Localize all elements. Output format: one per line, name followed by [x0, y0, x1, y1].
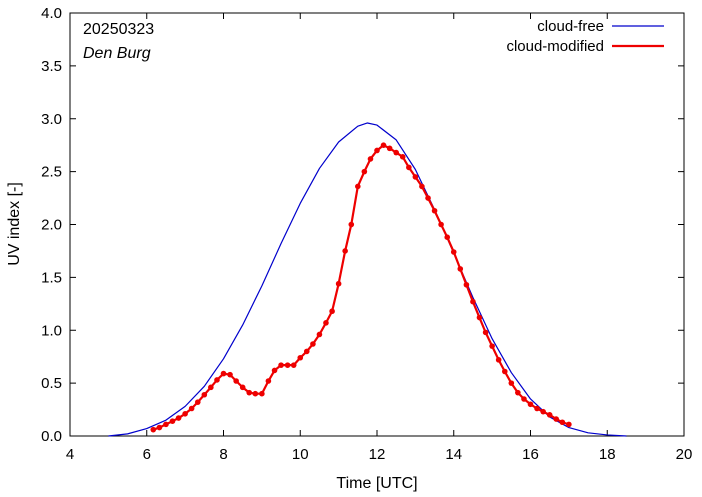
data-point-cloud-modified: [342, 248, 348, 254]
x-tick-label: 12: [369, 446, 386, 463]
data-point-cloud-modified: [476, 314, 483, 321]
y-axis-title: UV index [-]: [6, 182, 23, 266]
data-point-cloud-modified: [220, 370, 227, 377]
data-point-cloud-modified: [175, 415, 182, 421]
y-tick-label: 3.5: [41, 58, 62, 75]
data-point-cloud-modified: [374, 147, 380, 154]
data-point-cloud-modified: [444, 234, 451, 240]
x-axis-ticks: 4 6 8 10 12 14 16 18 20: [66, 13, 693, 463]
annotation-location: Den Burg: [83, 45, 151, 62]
data-point-cloud-modified: [463, 281, 470, 288]
data-point-cloud-modified: [265, 378, 272, 384]
data-point-cloud-modified: [495, 357, 502, 363]
series-layer: [108, 122, 627, 437]
data-point-cloud-modified: [290, 362, 297, 368]
data-point-cloud-modified: [431, 207, 438, 214]
data-point-cloud-modified: [399, 154, 406, 160]
annotation-date: 20250323: [83, 21, 154, 38]
data-point-cloud-modified: [194, 399, 201, 405]
data-point-cloud-modified: [323, 320, 329, 326]
legend-label-cloud-free: cloud-free: [537, 18, 604, 35]
x-tick-label: 6: [143, 446, 151, 463]
y-tick-label: 1.0: [41, 322, 62, 339]
series-line-cloud-free: [108, 122, 627, 437]
data-point-cloud-modified: [329, 308, 335, 315]
y-tick-label: 4.0: [41, 5, 62, 22]
data-point-cloud-modified: [412, 174, 419, 180]
plot-frame: [69, 12, 685, 437]
x-tick-label: 8: [219, 446, 227, 463]
data-point-cloud-modified: [566, 421, 572, 428]
data-point-cloud-modified: [393, 149, 399, 156]
data-point-cloud-modified: [489, 343, 495, 349]
data-point-cloud-modified: [438, 221, 444, 228]
data-point-cloud-modified: [259, 390, 265, 397]
data-point-cloud-modified: [316, 331, 323, 338]
data-point-cloud-modified: [355, 183, 361, 190]
data-point-cloud-modified: [182, 410, 188, 417]
data-point-cloud-modified: [559, 419, 566, 426]
data-point-cloud-modified: [450, 249, 457, 255]
legend-label-cloud-modified: cloud-modified: [506, 38, 604, 55]
data-point-cloud-modified: [169, 418, 176, 424]
legend: cloud-free cloud-modified: [506, 18, 664, 55]
data-point-cloud-modified: [380, 142, 387, 148]
data-point-cloud-modified: [310, 341, 316, 347]
data-point-cloud-modified: [252, 390, 259, 397]
data-point-cloud-modified: [406, 164, 412, 171]
data-point-cloud-modified: [163, 421, 169, 428]
data-point-cloud-modified: [278, 362, 284, 368]
y-tick-label: 0.0: [41, 428, 62, 445]
data-point-cloud-modified: [201, 391, 208, 398]
data-point-cloud-modified: [348, 221, 355, 228]
data-point-cloud-modified: [527, 401, 534, 408]
data-point-cloud-modified: [457, 266, 464, 272]
data-point-cloud-modified: [367, 156, 374, 162]
x-axis-title: Time [UTC]: [336, 475, 417, 492]
data-point-cloud-modified: [515, 389, 521, 396]
data-point-cloud-modified: [425, 195, 431, 201]
data-point-cloud-modified: [386, 145, 393, 152]
data-point-cloud-modified: [188, 405, 195, 412]
data-point-cloud-modified: [227, 371, 233, 378]
data-point-cloud-modified: [482, 329, 489, 336]
data-point-cloud-modified: [233, 378, 239, 384]
y-tick-label: 0.5: [41, 375, 62, 392]
data-point-cloud-modified: [521, 396, 527, 402]
data-point-cloud-modified: [271, 367, 278, 374]
data-point-cloud-modified: [419, 183, 425, 190]
x-tick-label: 4: [66, 446, 74, 463]
data-point-cloud-modified: [553, 416, 560, 422]
data-point-cloud-modified: [508, 380, 515, 386]
x-tick-label: 16: [522, 446, 539, 463]
data-point-cloud-modified: [208, 384, 214, 391]
data-point-cloud-modified: [150, 426, 157, 433]
data-point-cloud-modified: [297, 354, 304, 361]
x-tick-label: 14: [445, 446, 462, 463]
x-tick-label: 10: [292, 446, 309, 463]
data-point-cloud-modified: [284, 362, 291, 368]
data-point-cloud-modified: [214, 377, 220, 383]
y-tick-label: 2.5: [41, 164, 62, 181]
y-tick-label: 1.5: [41, 269, 62, 286]
data-point-cloud-modified: [361, 168, 368, 175]
y-tick-label: 2.0: [41, 217, 62, 234]
data-point-cloud-modified: [501, 368, 508, 375]
data-point-cloud-modified: [534, 405, 540, 412]
x-tick-label: 20: [676, 446, 693, 463]
data-point-cloud-modified: [303, 348, 310, 355]
data-point-cloud-modified: [335, 280, 342, 287]
series-line-cloud-modified: [152, 144, 570, 431]
data-point-cloud-modified: [546, 412, 553, 418]
data-point-cloud-modified: [246, 389, 253, 396]
x-tick-label: 18: [599, 446, 616, 463]
data-point-cloud-modified: [156, 424, 163, 431]
data-point-cloud-modified: [239, 384, 246, 391]
data-point-cloud-modified: [540, 408, 546, 415]
y-axis-ticks: 0.0 0.5 1.0 1.5 2.0 2.5 3.0 3.5 4.0: [41, 5, 684, 445]
data-point-cloud-modified: [470, 298, 476, 305]
y-tick-label: 3.0: [41, 111, 62, 128]
